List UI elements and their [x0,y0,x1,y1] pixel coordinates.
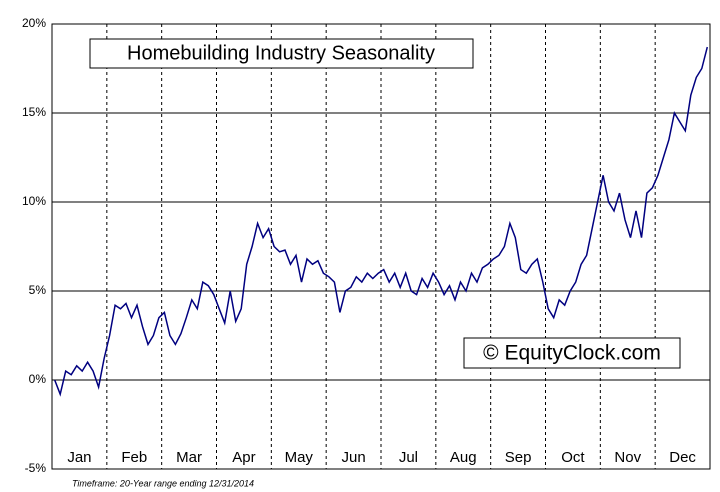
marks [54,46,709,397]
x-tick-label: Mar [176,449,202,466]
x-tick-label: Feb [121,449,147,466]
x-tick-label: Oct [561,449,585,466]
y-tick-label: 20% [22,16,46,30]
y-tick-label: -5% [25,461,47,475]
title-box [89,38,474,69]
chart-title: Homebuilding Industry Seasonality [127,42,435,64]
x-tick-label: Dec [669,449,696,466]
footnote: Timeframe: 20-Year range ending 12/31/20… [72,478,254,488]
x-tick-label: Jul [399,449,418,466]
y-tick-label: 10% [22,194,46,208]
y-tick-label: 0% [29,372,47,386]
watermark: © EquityClock.com [483,342,661,365]
x-tick-label: Jan [67,449,91,466]
watermark-box [463,337,681,369]
x-tick-label: Apr [232,449,255,466]
x-tick-label: Aug [450,449,477,466]
x-tick-label: Nov [614,449,641,466]
x-tick-label: May [285,449,314,466]
x-tick-label: Sep [505,449,532,466]
series-line [54,46,709,397]
y-tick-label: 15% [22,105,46,119]
x-tick-label: Jun [341,449,365,466]
grid [52,23,710,470]
y-tick-label: 5% [29,283,47,297]
